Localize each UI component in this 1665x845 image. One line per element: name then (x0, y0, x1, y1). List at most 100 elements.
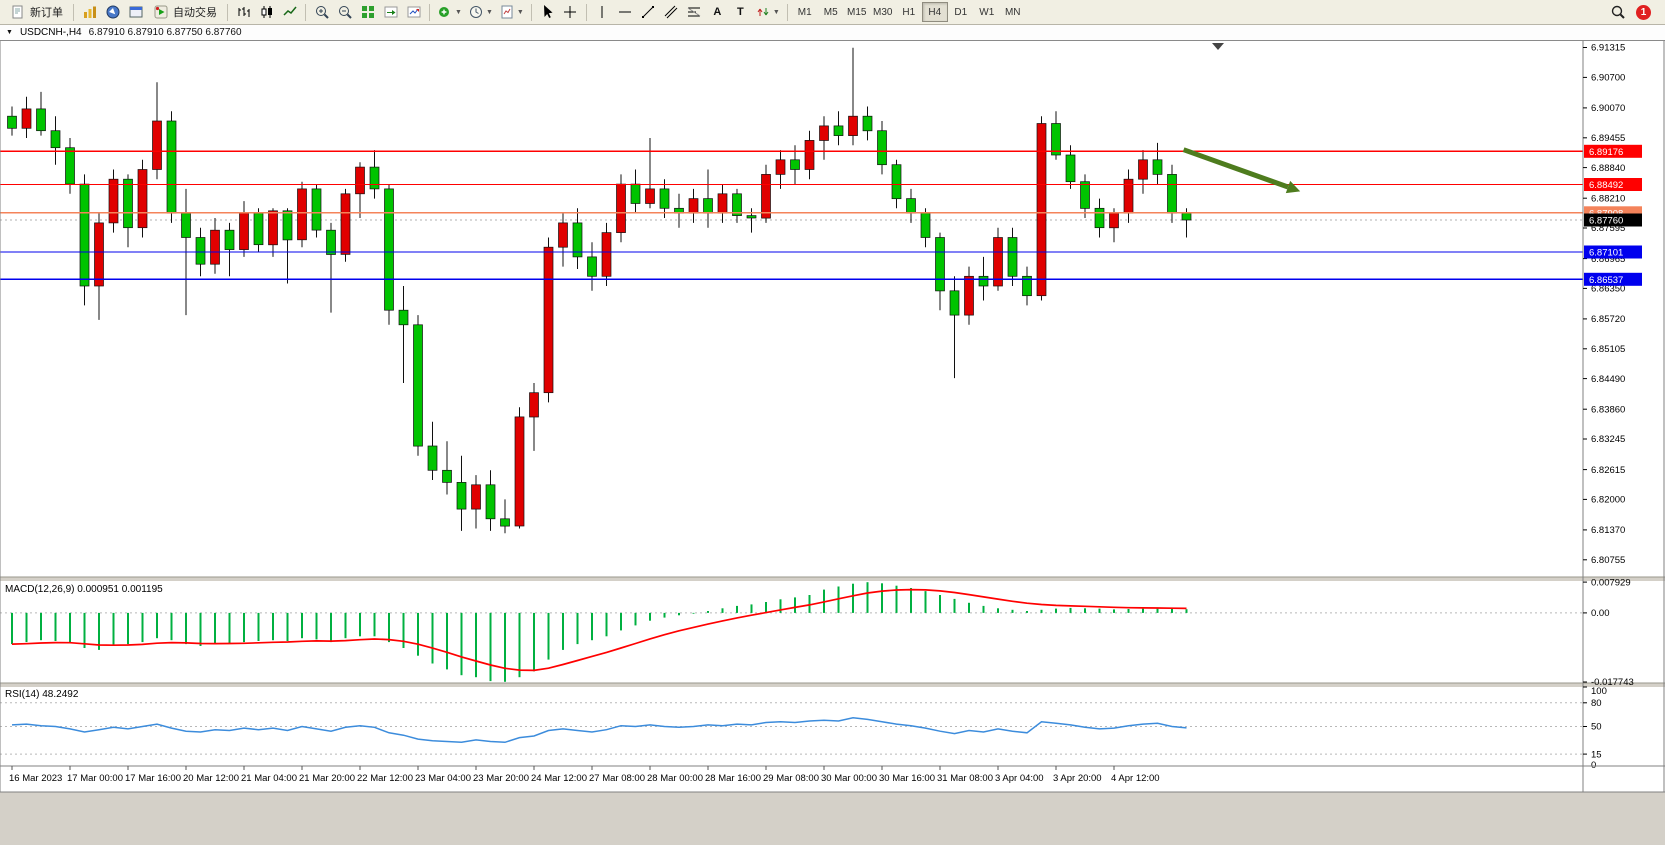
toolbar: 新订单 自动交易 ▼ ▼ ▼ A T ▼ M1 M5 M15 M30 H1 H4… (0, 0, 1665, 25)
price-tick-label: 6.87595 (1591, 223, 1625, 234)
toolbar-separator (227, 3, 228, 21)
timeframe-m15-button[interactable]: M15 (847, 6, 867, 18)
price-tick-label: 6.81370 (1591, 525, 1625, 536)
text-label-button[interactable]: T (729, 2, 752, 22)
cursor-button[interactable] (536, 2, 559, 22)
channel-icon (664, 5, 678, 19)
text-button[interactable]: A (706, 2, 729, 22)
price-tick-label: 6.86350 (1591, 284, 1625, 295)
channel-button[interactable] (660, 2, 683, 22)
templates-button[interactable]: ▼ (496, 2, 527, 22)
terminal-button[interactable] (124, 2, 147, 22)
autotrading-button[interactable]: 自动交易 (147, 2, 223, 22)
level-price-label: 6.87101 (1589, 248, 1623, 259)
price-tick-label: 6.91315 (1591, 43, 1625, 54)
rsi-scale-label: 15 (1591, 749, 1602, 760)
auto-scroll-button[interactable] (379, 2, 402, 22)
timeframe-h1-button[interactable]: H1 (902, 6, 916, 18)
horizontal-line-icon (619, 11, 632, 13)
time-tick-label: 30 Mar 00:00 (821, 773, 877, 784)
timeframe-mn-button[interactable]: MN (1004, 6, 1021, 18)
chart-shift-button[interactable] (402, 2, 425, 22)
candlestick-chart-button[interactable] (255, 2, 278, 22)
rsi-scale-label: 50 (1591, 722, 1602, 733)
chart-shift-icon (407, 6, 420, 18)
vertical-line-button[interactable] (591, 2, 614, 22)
arrows-button[interactable]: ▼ (752, 2, 783, 22)
price-tick-label: 6.85720 (1591, 314, 1625, 325)
price-tick-label: 6.85105 (1591, 344, 1625, 355)
search-button[interactable] (1606, 2, 1629, 22)
time-tick-label: 22 Mar 12:00 (357, 773, 413, 784)
window-frame (0, 25, 1665, 793)
trendline-button[interactable] (637, 2, 660, 22)
chart-shift-marker[interactable] (1212, 43, 1224, 50)
notification-badge[interactable]: 1 (1636, 4, 1651, 20)
time-tick-label: 28 Mar 16:00 (705, 773, 761, 784)
chart-ohlc: 6.87910 6.87910 6.87750 6.87760 (88, 27, 242, 38)
rsi-label: RSI(14) 48.2492 (5, 689, 79, 700)
fibonacci-button[interactable] (683, 2, 706, 22)
line-chart-button[interactable] (278, 2, 301, 22)
bid-price-box (1584, 213, 1642, 227)
grid-button[interactable] (356, 2, 379, 22)
toolbar-separator (73, 3, 74, 21)
timeframe-d1-button[interactable]: D1 (954, 6, 968, 18)
toolbar-separator (585, 3, 587, 21)
bar-chart-button[interactable] (232, 2, 255, 22)
periods-button[interactable]: ▼ (465, 2, 496, 22)
candlestick-chart-icon (261, 6, 272, 18)
indicators-button[interactable]: ▼ (434, 2, 465, 22)
macd-panel[interactable]: MACD(12,26,9) 0.000951 0.001195 0.007929 0… (0, 577, 1634, 688)
new-order-button[interactable]: 新订单 (4, 2, 69, 22)
price-scale[interactable]: 6.91315 6.90700 6.90070 6.89455 6.88840 6.882… (1582, 25, 1642, 792)
horizontal-line-button[interactable] (614, 2, 637, 22)
navigator-button[interactable] (101, 2, 124, 22)
macd-scale-label: 0.00 (1591, 608, 1610, 619)
new-order-label: 新订单 (30, 7, 63, 19)
toolbar-separator (305, 3, 306, 21)
templates-icon (501, 5, 513, 19)
panel-splitters[interactable] (0, 576, 1665, 687)
crosshair-button[interactable] (559, 2, 582, 22)
time-tick-label: 29 Mar 08:00 (763, 773, 819, 784)
time-tick-label: 23 Mar 20:00 (473, 773, 529, 784)
chevron-down-icon: ▼ (516, 8, 524, 16)
line-chart-icon (282, 6, 297, 16)
timeframe-h4-button[interactable]: H4 (921, 2, 948, 22)
rsi-panel[interactable]: RSI(14) 48.24921008050150 (0, 686, 1607, 771)
market-watch-button[interactable] (78, 2, 101, 22)
time-tick-label: 3 Apr 04:00 (995, 773, 1044, 784)
time-tick-label: 20 Mar 12:00 (183, 773, 239, 784)
price-tick-label: 6.84490 (1591, 374, 1625, 385)
indicators-icon (439, 7, 449, 17)
auto-scroll-icon (384, 6, 397, 18)
chevron-down-icon: ▼ (485, 8, 493, 16)
level-price-label: 6.86537 (1589, 275, 1623, 286)
timeframe-m1-button[interactable]: M1 (797, 6, 812, 18)
periods-icon (469, 6, 482, 18)
zoom-out-button[interactable] (333, 2, 356, 22)
market-watch-icon (83, 6, 96, 18)
time-tick-label: 30 Mar 16:00 (879, 773, 935, 784)
timeframe-w1-button[interactable]: W1 (979, 6, 995, 18)
collapse-icon[interactable]: ▼ (6, 29, 13, 36)
toolbar-separator (786, 3, 788, 21)
price-tick-label: 6.89455 (1591, 133, 1625, 144)
timeframe-m5-button[interactable]: M5 (823, 6, 838, 18)
rsi-scale-label: 80 (1591, 698, 1602, 709)
price-tick-label: 6.83860 (1591, 404, 1625, 415)
chart-caption[interactable]: ▼ USDCNH-,H4 6.87910 6.87910 6.87750 6.8… (0, 25, 1665, 41)
arrow-annotation[interactable] (1182, 147, 1301, 194)
horizontal-levels[interactable] (0, 150, 1583, 280)
price-tick-label: 6.82000 (1591, 495, 1625, 506)
candles (7, 47, 1192, 534)
time-tick-label: 17 Mar 16:00 (125, 773, 181, 784)
bar-chart-icon (238, 7, 249, 17)
toolbar-right: 1 (1606, 2, 1651, 22)
zoom-in-button[interactable] (310, 2, 333, 22)
timeframe-m30-button[interactable]: M30 (873, 6, 893, 18)
price-tick-label: 6.88840 (1591, 163, 1625, 174)
time-axis[interactable]: 16 Mar 2023 17 Mar 00:00 17 Mar 16:00 20 Ma… (0, 765, 1665, 784)
